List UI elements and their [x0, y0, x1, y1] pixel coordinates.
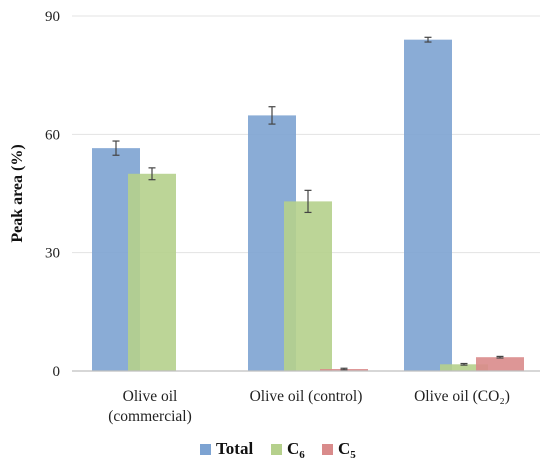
bar-c5-3: [476, 357, 524, 371]
legend-item-c5: C5: [322, 439, 356, 461]
bar-c6-3: [440, 364, 488, 371]
x-category-label: (commercial): [108, 408, 191, 425]
y-axis-ticks: 0 30 60 90: [45, 9, 60, 380]
y-tick-label: 30: [45, 246, 60, 262]
bar-c6-1: [128, 173, 176, 371]
error-bar-c5-2: [340, 367, 348, 371]
legend-label: C6: [287, 439, 305, 461]
x-category-label: Olive oil: [123, 388, 178, 405]
bar-total-3: [404, 39, 452, 372]
y-tick-label: 90: [45, 9, 60, 25]
x-category-label: Olive oil (control): [250, 388, 363, 405]
legend-swatch: [200, 444, 211, 455]
y-tick-label: 0: [53, 364, 61, 380]
error-bar-c5-3: [496, 355, 504, 359]
legend-item-c6: C6: [271, 439, 305, 461]
legend: Total C6 C5: [200, 439, 356, 461]
error-bar-total-1: [112, 140, 120, 156]
error-bar-c6-3: [460, 362, 468, 366]
error-bar-c6-2: [304, 189, 312, 214]
legend-label: C5: [338, 439, 356, 461]
y-tick-label: 60: [45, 127, 60, 143]
error-bars: [112, 36, 504, 371]
bars: [92, 39, 524, 372]
error-bar-total-2: [268, 106, 276, 125]
y-axis-title: Peak area (%): [9, 144, 26, 242]
legend-item-total: Total: [200, 439, 253, 458]
legend-label: Total: [216, 439, 253, 458]
legend-swatch: [322, 444, 333, 455]
error-bar-total-3: [424, 36, 432, 43]
legend-swatch: [271, 444, 282, 455]
x-category-label: Olive oil (CO₂): [414, 388, 510, 405]
error-bar-c6-1: [148, 167, 156, 181]
x-axis-category-labels: Olive oil (commercial) Olive oil (control)…: [108, 388, 510, 425]
bar-c6-2: [284, 201, 332, 371]
